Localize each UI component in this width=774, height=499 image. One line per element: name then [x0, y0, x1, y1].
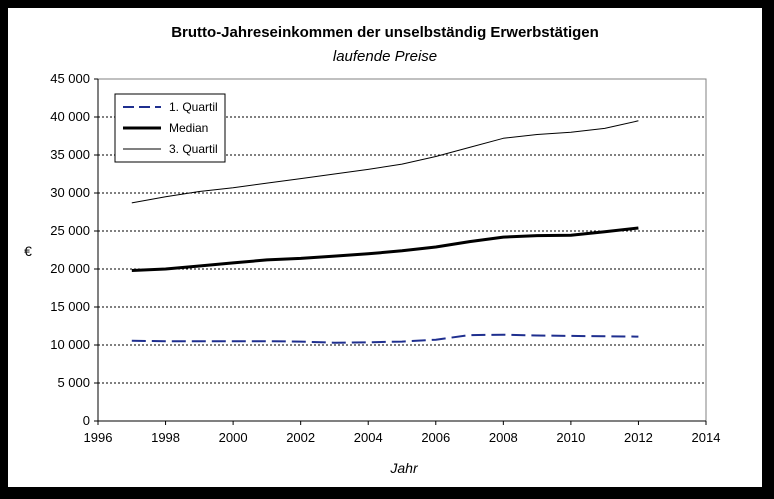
y-tick-label: 25 000	[50, 223, 90, 238]
x-tick-label: 1998	[151, 430, 180, 445]
data-point	[266, 340, 268, 342]
data-point	[232, 340, 234, 342]
y-axis-label: €	[24, 243, 32, 259]
data-point	[637, 120, 639, 122]
data-point	[637, 227, 639, 229]
data-point	[367, 253, 369, 255]
series-line-1-quartil	[131, 333, 639, 344]
data-point	[435, 246, 437, 248]
data-point	[299, 177, 301, 179]
data-point	[603, 127, 605, 129]
data-point	[502, 334, 504, 336]
data-point	[603, 231, 605, 233]
series-layer	[131, 120, 639, 344]
data-point	[299, 340, 301, 342]
data-point	[401, 340, 403, 342]
data-point	[266, 182, 268, 184]
y-tick-label: 30 000	[50, 185, 90, 200]
x-tick-label: 2006	[421, 430, 450, 445]
x-tick-label: 2008	[489, 430, 518, 445]
data-point	[502, 236, 504, 238]
chart-title: Brutto-Jahreseinkommen der unselbständig…	[171, 24, 599, 41]
data-point	[164, 196, 166, 198]
chart-subtitle: laufende Preise	[333, 48, 437, 65]
data-point	[198, 265, 200, 267]
data-point	[232, 186, 234, 188]
legend-label: 1. Quartil	[169, 100, 218, 114]
data-point	[164, 340, 166, 342]
data-point	[367, 168, 369, 170]
data-point	[468, 146, 470, 148]
y-tick-label: 5 000	[57, 375, 90, 390]
data-point	[637, 335, 639, 337]
y-tick-label: 10 000	[50, 337, 90, 352]
data-point	[266, 259, 268, 261]
data-point	[536, 334, 538, 336]
data-point	[198, 340, 200, 342]
data-point	[401, 163, 403, 165]
axes	[97, 78, 707, 422]
data-point	[536, 234, 538, 236]
chart-frame: Brutto-Jahreseinkommen der unselbständig…	[8, 8, 762, 487]
x-tick-label: 2004	[354, 430, 383, 445]
y-tick-label: 0	[83, 413, 90, 428]
data-point	[131, 202, 133, 204]
x-tick-label: 2000	[219, 430, 248, 445]
legend: 1. Quartil Median 3. Quartil	[114, 93, 226, 163]
data-point	[299, 257, 301, 259]
x-tick-label: 2002	[286, 430, 315, 445]
x-tick-label: 2012	[624, 430, 653, 445]
series-line-median	[131, 226, 639, 272]
x-tick-label: 2014	[692, 430, 721, 445]
data-point	[164, 268, 166, 270]
data-point	[131, 269, 133, 271]
data-point	[131, 340, 133, 342]
data-point	[333, 255, 335, 257]
data-point	[435, 338, 437, 340]
data-point	[367, 341, 369, 343]
data-point	[570, 335, 572, 337]
y-tick-label: 15 000	[50, 299, 90, 314]
x-axis-label: Jahr	[389, 460, 419, 476]
x-tick-label: 1996	[84, 430, 113, 445]
data-point	[603, 335, 605, 337]
x-tick-label: 2010	[556, 430, 585, 445]
data-point	[468, 334, 470, 336]
data-point	[468, 240, 470, 242]
data-point	[333, 173, 335, 175]
chart-svg: Brutto-Jahreseinkommen der unselbständig…	[24, 24, 720, 476]
tick-labels: 0 5 000 10 000 15 000 20 000 25 000 30 000 35 0…	[50, 71, 720, 445]
data-point	[333, 342, 335, 344]
legend-label: 3. Quartil	[169, 142, 218, 156]
data-point	[502, 137, 504, 139]
y-tick-label: 45 000	[50, 71, 90, 86]
data-point	[570, 234, 572, 236]
data-point	[198, 190, 200, 192]
y-tick-label: 40 000	[50, 109, 90, 124]
y-tick-label: 35 000	[50, 147, 90, 162]
data-point	[570, 131, 572, 133]
data-point	[536, 133, 538, 135]
data-point	[435, 155, 437, 157]
legend-label: Median	[169, 121, 208, 135]
data-point	[401, 250, 403, 252]
series-line-3-quartil	[131, 120, 639, 204]
y-tick-label: 20 000	[50, 261, 90, 276]
data-point	[232, 262, 234, 264]
